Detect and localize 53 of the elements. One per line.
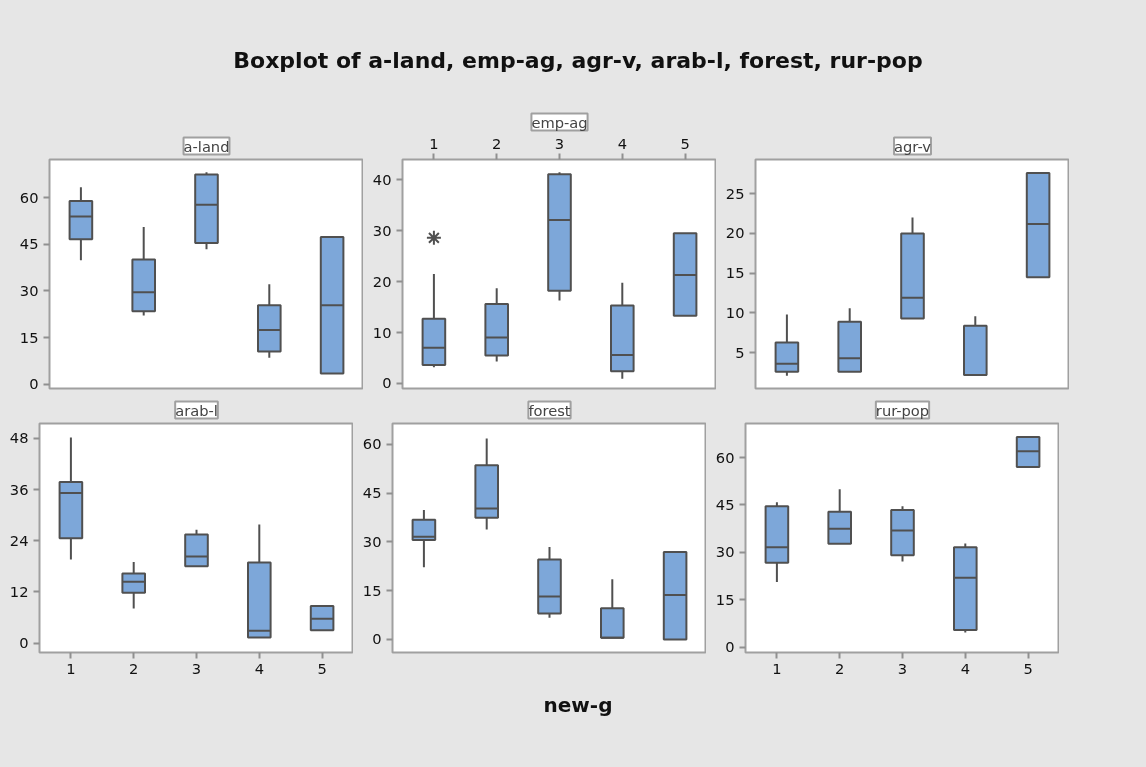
x-tick-label: 4: [617, 134, 627, 152]
x-tick-label: 5: [1023, 659, 1033, 677]
x-tick-label: 3: [897, 659, 908, 677]
y-tick-label: 30: [19, 281, 39, 299]
x-tick-label: 5: [317, 659, 327, 677]
y-tick-label: 20: [725, 224, 745, 242]
x-axis-title: new-g: [543, 692, 613, 719]
y-tick-label: 10: [372, 323, 392, 341]
y-tick-label: 0: [725, 638, 735, 656]
y-tick-label: 10: [725, 303, 745, 321]
y-tick-label: 24: [9, 531, 29, 549]
x-tick-label: 1: [429, 134, 439, 152]
y-tick-label: 15: [715, 590, 735, 608]
y-tick-label: 12: [9, 582, 29, 600]
y-tick-label: 0: [29, 375, 39, 393]
y-tick-label: 40: [372, 170, 392, 188]
x-tick-label: 4: [254, 659, 264, 677]
chart-title: agr-v: [894, 137, 932, 155]
y-tick-label: 0: [372, 630, 382, 648]
x-tick-label: 1: [66, 659, 76, 677]
y-tick-label: 30: [715, 543, 735, 561]
chart-title: rur-pop: [875, 401, 930, 419]
x-tick-label: 4: [960, 659, 970, 677]
y-tick-label: 30: [362, 532, 382, 550]
chart-title: forest: [528, 401, 571, 419]
x-tick-label: 2: [492, 134, 502, 152]
chart-title: a-land: [183, 137, 230, 155]
y-tick-label: 36: [9, 480, 29, 498]
y-tick-label: 5: [735, 343, 745, 361]
y-tick-label: 60: [362, 435, 382, 453]
y-tick-label: 48: [9, 429, 29, 447]
text: Boxplot of a-land, emp-ag, agr-v, arab-l, forest, rur-pop: [233, 47, 923, 75]
x-tick-label: 2: [835, 659, 845, 677]
chart-title: arab-l: [175, 401, 218, 419]
y-tick-label: 20: [372, 272, 392, 290]
y-tick-label: 45: [19, 235, 39, 253]
x-tick-label: 2: [129, 659, 139, 677]
chart-title: emp-ag: [531, 113, 588, 131]
x-tick-label: 3: [191, 659, 202, 677]
y-tick-label: 60: [715, 448, 735, 466]
y-tick-label: 45: [715, 495, 735, 513]
y-tick-label: 30: [372, 221, 392, 239]
y-tick-label: 0: [19, 634, 29, 652]
y-tick-label: 45: [362, 484, 382, 502]
y-tick-label: 15: [362, 581, 382, 599]
y-tick-label: 0: [382, 374, 392, 392]
y-tick-label: 15: [19, 328, 39, 346]
y-tick-label: 15: [725, 264, 745, 282]
y-tick-label: 60: [19, 188, 39, 206]
y-tick-label: 25: [725, 184, 745, 202]
x-tick-label: 1: [772, 659, 782, 677]
x-tick-label: 3: [554, 134, 565, 152]
x-tick-label: 5: [680, 134, 690, 152]
